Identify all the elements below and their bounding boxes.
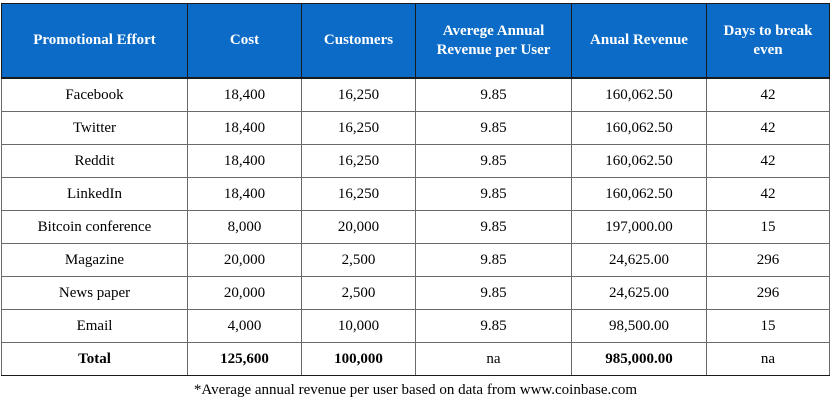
promotional-effort-table: Promotional Effort Cost Customers Avereg… [1,3,830,376]
header-annual-revenue: Anual Revenue [571,3,707,79]
cell-average-annual-revenue: 9.85 [415,210,572,244]
cell-average-annual-revenue: 9.85 [415,144,572,178]
cell-annual-revenue: 24,625.00 [571,243,707,277]
table-footnote: *Average annual revenue per user based o… [193,382,638,398]
cell-cost: 18,400 [187,111,302,145]
header-days-to-break-even: Days to break even [706,3,830,79]
cell-promotional-effort: Facebook [1,77,188,112]
cell-promotional-effort: LinkedIn [1,177,188,211]
table-header-row: Promotional Effort Cost Customers Avereg… [1,3,830,79]
cell-cost: 18,400 [187,144,302,178]
cell-cost: 18,400 [187,77,302,112]
cell-promotional-effort: Email [1,309,188,343]
table-total-row: Total 125,600 100,000 na 985,000.00 na [1,342,830,376]
cell-customers: 16,250 [301,144,416,178]
cell-average-annual-revenue: 9.85 [415,77,572,112]
cell-average-annual-revenue: 9.85 [415,309,572,343]
table-row: Bitcoin conference 8,000 20,000 9.85 197… [1,210,830,244]
table-row: Magazine 20,000 2,500 9.85 24,625.00 296 [1,243,830,277]
cell-customers: 2,500 [301,276,416,310]
header-customers: Customers [301,3,416,79]
cell-annual-revenue: 197,000.00 [571,210,707,244]
cell-promotional-effort: Bitcoin conference [1,210,188,244]
cell-days-to-break-even: 296 [706,276,830,310]
cell-customers: 2,500 [301,243,416,277]
cell-annual-revenue: 98,500.00 [571,309,707,343]
header-cost: Cost [187,3,302,79]
cell-annual-revenue: 160,062.50 [571,77,707,112]
cell-annual-revenue: 160,062.50 [571,111,707,145]
cell-cost: 20,000 [187,243,302,277]
cell-customers: 20,000 [301,210,416,244]
cell-annual-revenue: 160,062.50 [571,177,707,211]
cell-cost: 8,000 [187,210,302,244]
cell-customers: 16,250 [301,177,416,211]
total-cost: 125,600 [187,342,302,376]
cell-days-to-break-even: 296 [706,243,830,277]
table-row: Reddit 18,400 16,250 9.85 160,062.50 42 [1,144,830,178]
total-label: Total [1,342,188,376]
header-promotional-effort: Promotional Effort [1,3,188,79]
cell-customers: 16,250 [301,77,416,112]
cell-average-annual-revenue: 9.85 [415,177,572,211]
total-annual-revenue: 985,000.00 [571,342,707,376]
total-average-annual-revenue: na [415,342,572,376]
cell-days-to-break-even: 42 [706,177,830,211]
table-row: Twitter 18,400 16,250 9.85 160,062.50 42 [1,111,830,145]
header-average-annual-revenue: Averege Annual Revenue per User [415,3,572,79]
cell-promotional-effort: News paper [1,276,188,310]
cell-days-to-break-even: 42 [706,77,830,112]
cell-average-annual-revenue: 9.85 [415,276,572,310]
cell-customers: 10,000 [301,309,416,343]
total-days-to-break-even: na [706,342,830,376]
cell-promotional-effort: Reddit [1,144,188,178]
cell-average-annual-revenue: 9.85 [415,111,572,145]
cell-promotional-effort: Twitter [1,111,188,145]
table-row: News paper 20,000 2,500 9.85 24,625.00 2… [1,276,830,310]
cell-average-annual-revenue: 9.85 [415,243,572,277]
table-row: Facebook 18,400 16,250 9.85 160,062.50 4… [1,77,830,112]
cell-annual-revenue: 160,062.50 [571,144,707,178]
table-row: LinkedIn 18,400 16,250 9.85 160,062.50 4… [1,177,830,211]
cell-days-to-break-even: 42 [706,144,830,178]
cell-customers: 16,250 [301,111,416,145]
total-customers: 100,000 [301,342,416,376]
cell-cost: 4,000 [187,309,302,343]
cell-days-to-break-even: 15 [706,309,830,343]
cell-cost: 18,400 [187,177,302,211]
cell-days-to-break-even: 42 [706,111,830,145]
table-row: Email 4,000 10,000 9.85 98,500.00 15 [1,309,830,343]
cell-days-to-break-even: 15 [706,210,830,244]
cell-annual-revenue: 24,625.00 [571,276,707,310]
cell-promotional-effort: Magazine [1,243,188,277]
cell-cost: 20,000 [187,276,302,310]
